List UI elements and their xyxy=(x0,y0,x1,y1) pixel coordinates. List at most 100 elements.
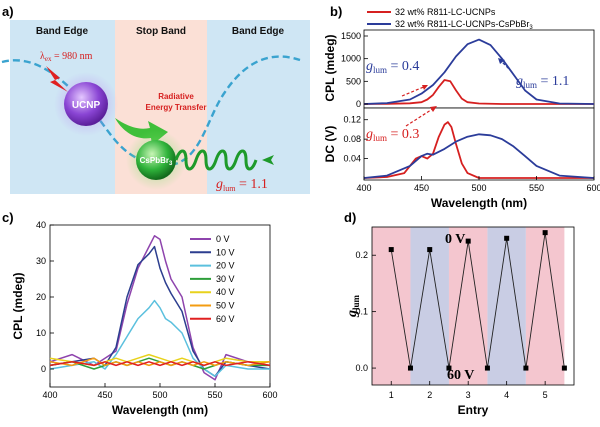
schematic-glum-value: = 1.1 xyxy=(235,177,267,192)
c-ytick-label-10: 10 xyxy=(36,328,46,338)
b-ann03-sub: lum xyxy=(373,133,387,143)
b-top-series-ucnps xyxy=(363,79,594,105)
d-bands xyxy=(372,227,565,385)
c-ytick-label-40: 40 xyxy=(36,220,46,230)
d-point-6 xyxy=(484,365,490,371)
d-point-9 xyxy=(542,230,548,236)
lightning-bolt-icon xyxy=(46,66,68,92)
c-legend-label-10v: 10 V xyxy=(216,247,235,257)
panel-a: a) Band Edge Stop Band Band Edge λex = 9… xyxy=(1,4,310,194)
stop-band-label: Stop Band xyxy=(136,26,186,37)
d-ytick-label-0p2: 0.2 xyxy=(355,250,368,260)
c-lines xyxy=(49,235,271,381)
c-ticks: 0 10 20 30 40 400 450 500 550 600 xyxy=(36,220,278,400)
schematic-glum-sym: g xyxy=(216,177,223,192)
cspbbr3-label: CsPbBr3 xyxy=(140,156,173,167)
c-xtick-label-450: 450 xyxy=(97,390,112,400)
c-xlabel: Wavelength (nm) xyxy=(112,403,208,417)
d-xtick-label-5: 5 xyxy=(543,390,548,400)
d-band-4 xyxy=(487,227,526,385)
b-xtick-label-400: 400 xyxy=(356,183,371,193)
d-band-2 xyxy=(410,227,449,385)
b-xtick-label-600: 600 xyxy=(586,183,600,193)
d-point-1 xyxy=(388,247,394,253)
c-frame xyxy=(49,224,271,388)
d-ticks: 0.0 0.1 0.2 1 2 3 4 5 xyxy=(355,250,547,400)
cspbbr3-sub: 3 xyxy=(169,161,173,167)
b-ann04-sym: g xyxy=(366,59,373,74)
c-ytick-label-20: 20 xyxy=(36,292,46,302)
b-ann04-value: = 0.4 xyxy=(387,59,419,74)
b-annotation-glum-04: glum = 0.4 xyxy=(366,59,419,75)
d-point-2 xyxy=(407,365,413,371)
excitation-lambda: λ xyxy=(40,51,45,62)
b-ann11-value: = 1.1 xyxy=(537,74,569,89)
d-annotation-0v: 0 V xyxy=(445,232,465,247)
band-edge-left-label: Band Edge xyxy=(36,26,89,37)
b-bottom-ylabel: DC (V) xyxy=(323,126,337,163)
c-ytick-label-0: 0 xyxy=(41,364,46,374)
c-ytick-label-30: 30 xyxy=(36,256,46,266)
panel-d: d) 0.0 0.1 0.2 1 2 3 4 5 Entry glum 0 V 60 V xyxy=(344,210,575,417)
excitation-sub: ex xyxy=(45,55,52,63)
b-bottom-series-cspbbr3 xyxy=(363,133,595,179)
d-xtick-label-2: 2 xyxy=(427,390,432,400)
d-band-3 xyxy=(448,227,488,385)
d-annotation-60v: 60 V xyxy=(447,368,474,383)
b-xtick-label-500: 500 xyxy=(471,183,486,193)
b-ann04-sub: lum xyxy=(373,65,387,75)
b-ann11-sym: g xyxy=(516,74,523,89)
helix-arrowhead-icon xyxy=(262,155,274,165)
b-annotation-glum-11: glum = 1.1 xyxy=(516,74,569,90)
c-legend-label-0v: 0 V xyxy=(216,234,230,244)
d-xtick-label-3: 3 xyxy=(466,390,471,400)
d-lines xyxy=(388,230,567,371)
b-bottom-ytick-label-0p04: 0.04 xyxy=(343,154,361,164)
c-legend: 0 V 10 V 20 V 30 V 40 V 50 V 60 V xyxy=(190,234,235,324)
panel-label-d: d) xyxy=(344,210,356,225)
d-ylabel-sym: g xyxy=(345,310,360,318)
legend-label-ucnps: 32 wt% R811-LC-UCNPs xyxy=(395,7,496,17)
c-legend-label-40v: 40 V xyxy=(216,287,235,297)
d-point-3 xyxy=(427,247,433,253)
panel-label-c: c) xyxy=(2,210,14,225)
d-point-10 xyxy=(561,365,567,371)
c-xtick-label-400: 400 xyxy=(42,390,57,400)
b-bottom-lines xyxy=(363,121,595,179)
b-xtick-label-550: 550 xyxy=(529,183,544,193)
excitation-label: λex = 980 nm xyxy=(40,51,93,63)
d-point-4 xyxy=(446,365,452,371)
legend-label-cspbbr3-sub: 3 xyxy=(529,25,533,31)
b-bottom-ytick-label-0p12: 0.12 xyxy=(343,115,361,125)
b-top-lines xyxy=(363,38,595,105)
band-edge-right-region xyxy=(207,20,310,194)
b-arrowhead-11-icon xyxy=(498,58,505,64)
d-ytick-label-0: 0.0 xyxy=(355,363,368,373)
b-arrow-04 xyxy=(401,85,427,97)
b-top-series-cspbbr3 xyxy=(363,38,595,105)
b-arrow-11 xyxy=(499,59,513,73)
d-ylabel-sub: lum xyxy=(351,295,361,311)
c-xtick-label-500: 500 xyxy=(152,390,167,400)
d-ytick-label-0p1: 0.1 xyxy=(355,307,368,317)
b-top-ytick-label-0: 0 xyxy=(356,99,361,109)
c-series-20v xyxy=(49,299,270,377)
d-frame xyxy=(371,226,575,386)
b-annotation-glum-03: glum = 0.3 xyxy=(366,127,419,143)
legend-label-cspbbr3: 32 wt% R811-LC-UCNPs-CsPbBr3 xyxy=(395,19,533,31)
c-legend-label-30v: 30 V xyxy=(216,274,235,284)
d-ylabel: glum xyxy=(345,295,361,319)
legend-label-cspbbr3-text: 32 wt% R811-LC-UCNPs-CsPbBr xyxy=(395,19,529,29)
b-ann11-sub: lum xyxy=(523,80,537,90)
b-top-ytick-label-500: 500 xyxy=(346,76,361,86)
b-arrow-03 xyxy=(405,107,435,127)
excitation-value: = 980 nm xyxy=(51,51,92,62)
ucnp-label: UCNP xyxy=(72,100,101,111)
d-xtick-label-4: 4 xyxy=(504,390,509,400)
b-ticks: 0 500 1000 1500 0.04 0.08 0.12 400 450 500 550 600 xyxy=(341,31,600,193)
b-top-ytick-label-1500: 1500 xyxy=(341,31,361,41)
d-series-line xyxy=(390,232,565,369)
panel-c: c) 0 10 20 30 40 400 450 500 550 600 0 V 10 V 20 V 3… xyxy=(2,210,278,417)
d-point-7 xyxy=(504,235,510,241)
cspbbr3-sphere xyxy=(136,140,176,180)
